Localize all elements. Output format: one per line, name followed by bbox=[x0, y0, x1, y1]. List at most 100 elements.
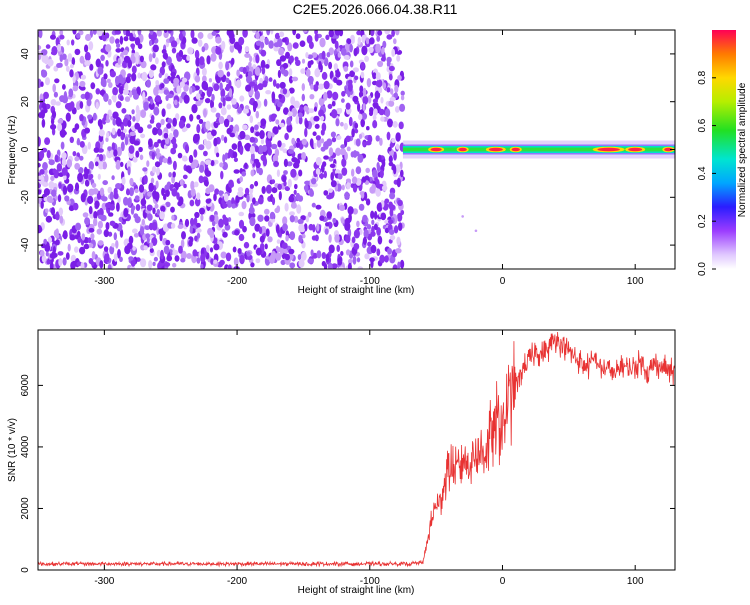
noise-blob bbox=[312, 224, 316, 233]
noise-blob bbox=[340, 251, 344, 256]
noise-blob bbox=[207, 227, 213, 236]
noise-blob bbox=[365, 198, 371, 206]
noise-blob bbox=[283, 170, 288, 175]
noise-blob bbox=[98, 154, 104, 162]
noise-blob bbox=[205, 244, 210, 253]
noise-blob bbox=[44, 173, 49, 183]
noise-blob bbox=[50, 34, 56, 40]
noise-blob bbox=[203, 179, 209, 187]
noise-blob bbox=[195, 100, 202, 107]
colorbar-tick-label: 0.2 bbox=[697, 214, 708, 228]
noise-blob bbox=[144, 225, 150, 231]
noise-blob bbox=[124, 82, 129, 92]
noise-blob bbox=[349, 70, 355, 78]
noise-blob bbox=[261, 144, 268, 153]
noise-blob bbox=[180, 257, 186, 263]
noise-blob bbox=[232, 246, 237, 253]
noise-blob bbox=[246, 75, 253, 84]
noise-blob bbox=[176, 85, 182, 94]
noise-blob bbox=[233, 157, 238, 163]
noise-blob bbox=[149, 248, 154, 253]
noise-blob bbox=[260, 49, 267, 57]
noise-blob bbox=[320, 138, 325, 144]
noise-blob bbox=[196, 222, 201, 228]
noise-blob bbox=[69, 101, 75, 110]
noise-blob bbox=[374, 90, 381, 100]
noise-blob bbox=[314, 68, 321, 78]
noise-blob bbox=[165, 239, 171, 246]
noise-blob bbox=[146, 79, 151, 88]
noise-blob bbox=[130, 52, 136, 62]
noise-blob bbox=[150, 177, 155, 184]
noise-blob bbox=[246, 194, 250, 203]
noise-blob bbox=[283, 107, 289, 115]
noise-blob bbox=[297, 254, 302, 261]
noise-blob bbox=[38, 30, 43, 39]
noise-blob bbox=[190, 30, 195, 39]
noise-blob bbox=[348, 258, 353, 265]
noise-blob bbox=[157, 128, 163, 136]
noise-blob bbox=[384, 30, 391, 35]
noise-blob bbox=[43, 238, 48, 245]
noise-blob bbox=[116, 146, 123, 157]
noise-blob bbox=[51, 189, 57, 197]
noise-blob bbox=[307, 211, 312, 218]
noise-blob bbox=[288, 68, 293, 77]
noise-blob bbox=[337, 260, 343, 266]
noise-blob bbox=[84, 44, 89, 53]
noise-blob bbox=[298, 116, 303, 125]
x-tick-label: -100 bbox=[360, 276, 380, 287]
noise-blob bbox=[88, 174, 92, 181]
noise-blob bbox=[214, 214, 219, 225]
noise-blob bbox=[103, 229, 110, 238]
noise-blob bbox=[117, 128, 122, 137]
noise-blob bbox=[58, 207, 64, 216]
noise-blob bbox=[380, 97, 384, 104]
noise-blob bbox=[282, 216, 288, 226]
noise-blob bbox=[335, 147, 342, 156]
noise-blob bbox=[365, 167, 371, 174]
noise-blob bbox=[167, 156, 172, 164]
noise-blob bbox=[176, 56, 183, 62]
figure-title: C2E5.2026.066.04.38.R11 bbox=[293, 1, 458, 17]
noise-blob bbox=[233, 257, 239, 267]
noise-blob bbox=[50, 118, 55, 125]
noise-blob bbox=[366, 78, 372, 88]
noise-blob bbox=[260, 118, 267, 127]
noise-blob bbox=[329, 163, 336, 168]
noise-blob bbox=[375, 72, 381, 81]
noise-blob bbox=[313, 106, 318, 112]
noise-blob bbox=[63, 174, 67, 181]
noise-blob bbox=[59, 215, 64, 224]
noise-blob bbox=[186, 55, 191, 61]
noise-blob bbox=[86, 98, 92, 107]
noise-blob bbox=[155, 95, 161, 103]
noise-blob bbox=[105, 44, 112, 53]
noise-blob bbox=[93, 211, 98, 220]
noise-blob bbox=[328, 244, 335, 254]
noise-blob bbox=[321, 71, 328, 80]
noise-blob bbox=[160, 249, 164, 260]
noise-blob bbox=[375, 188, 381, 197]
noise-blob bbox=[205, 198, 211, 204]
noise-blob bbox=[120, 123, 125, 131]
noise-blob bbox=[384, 108, 391, 118]
noise-blob bbox=[170, 147, 177, 155]
noise-blob bbox=[106, 113, 110, 124]
noise-blob bbox=[79, 101, 84, 109]
noise-blob bbox=[294, 183, 298, 190]
noise-blob bbox=[369, 30, 375, 37]
noise-blob bbox=[155, 57, 159, 65]
noise-blob bbox=[109, 191, 114, 201]
noise-blob bbox=[287, 178, 292, 188]
spectrogram-xlabel: Height of straight line (km) bbox=[298, 285, 415, 296]
noise-blob bbox=[95, 58, 102, 68]
noise-blob bbox=[255, 54, 260, 64]
noise-blob bbox=[122, 117, 129, 127]
noise-blob bbox=[235, 79, 242, 89]
noise-blob bbox=[231, 143, 238, 151]
noise-blob bbox=[191, 104, 198, 114]
x-tick-label: -200 bbox=[227, 576, 247, 587]
y-tick-label: 6000 bbox=[20, 374, 31, 397]
noise-blob bbox=[265, 90, 272, 95]
